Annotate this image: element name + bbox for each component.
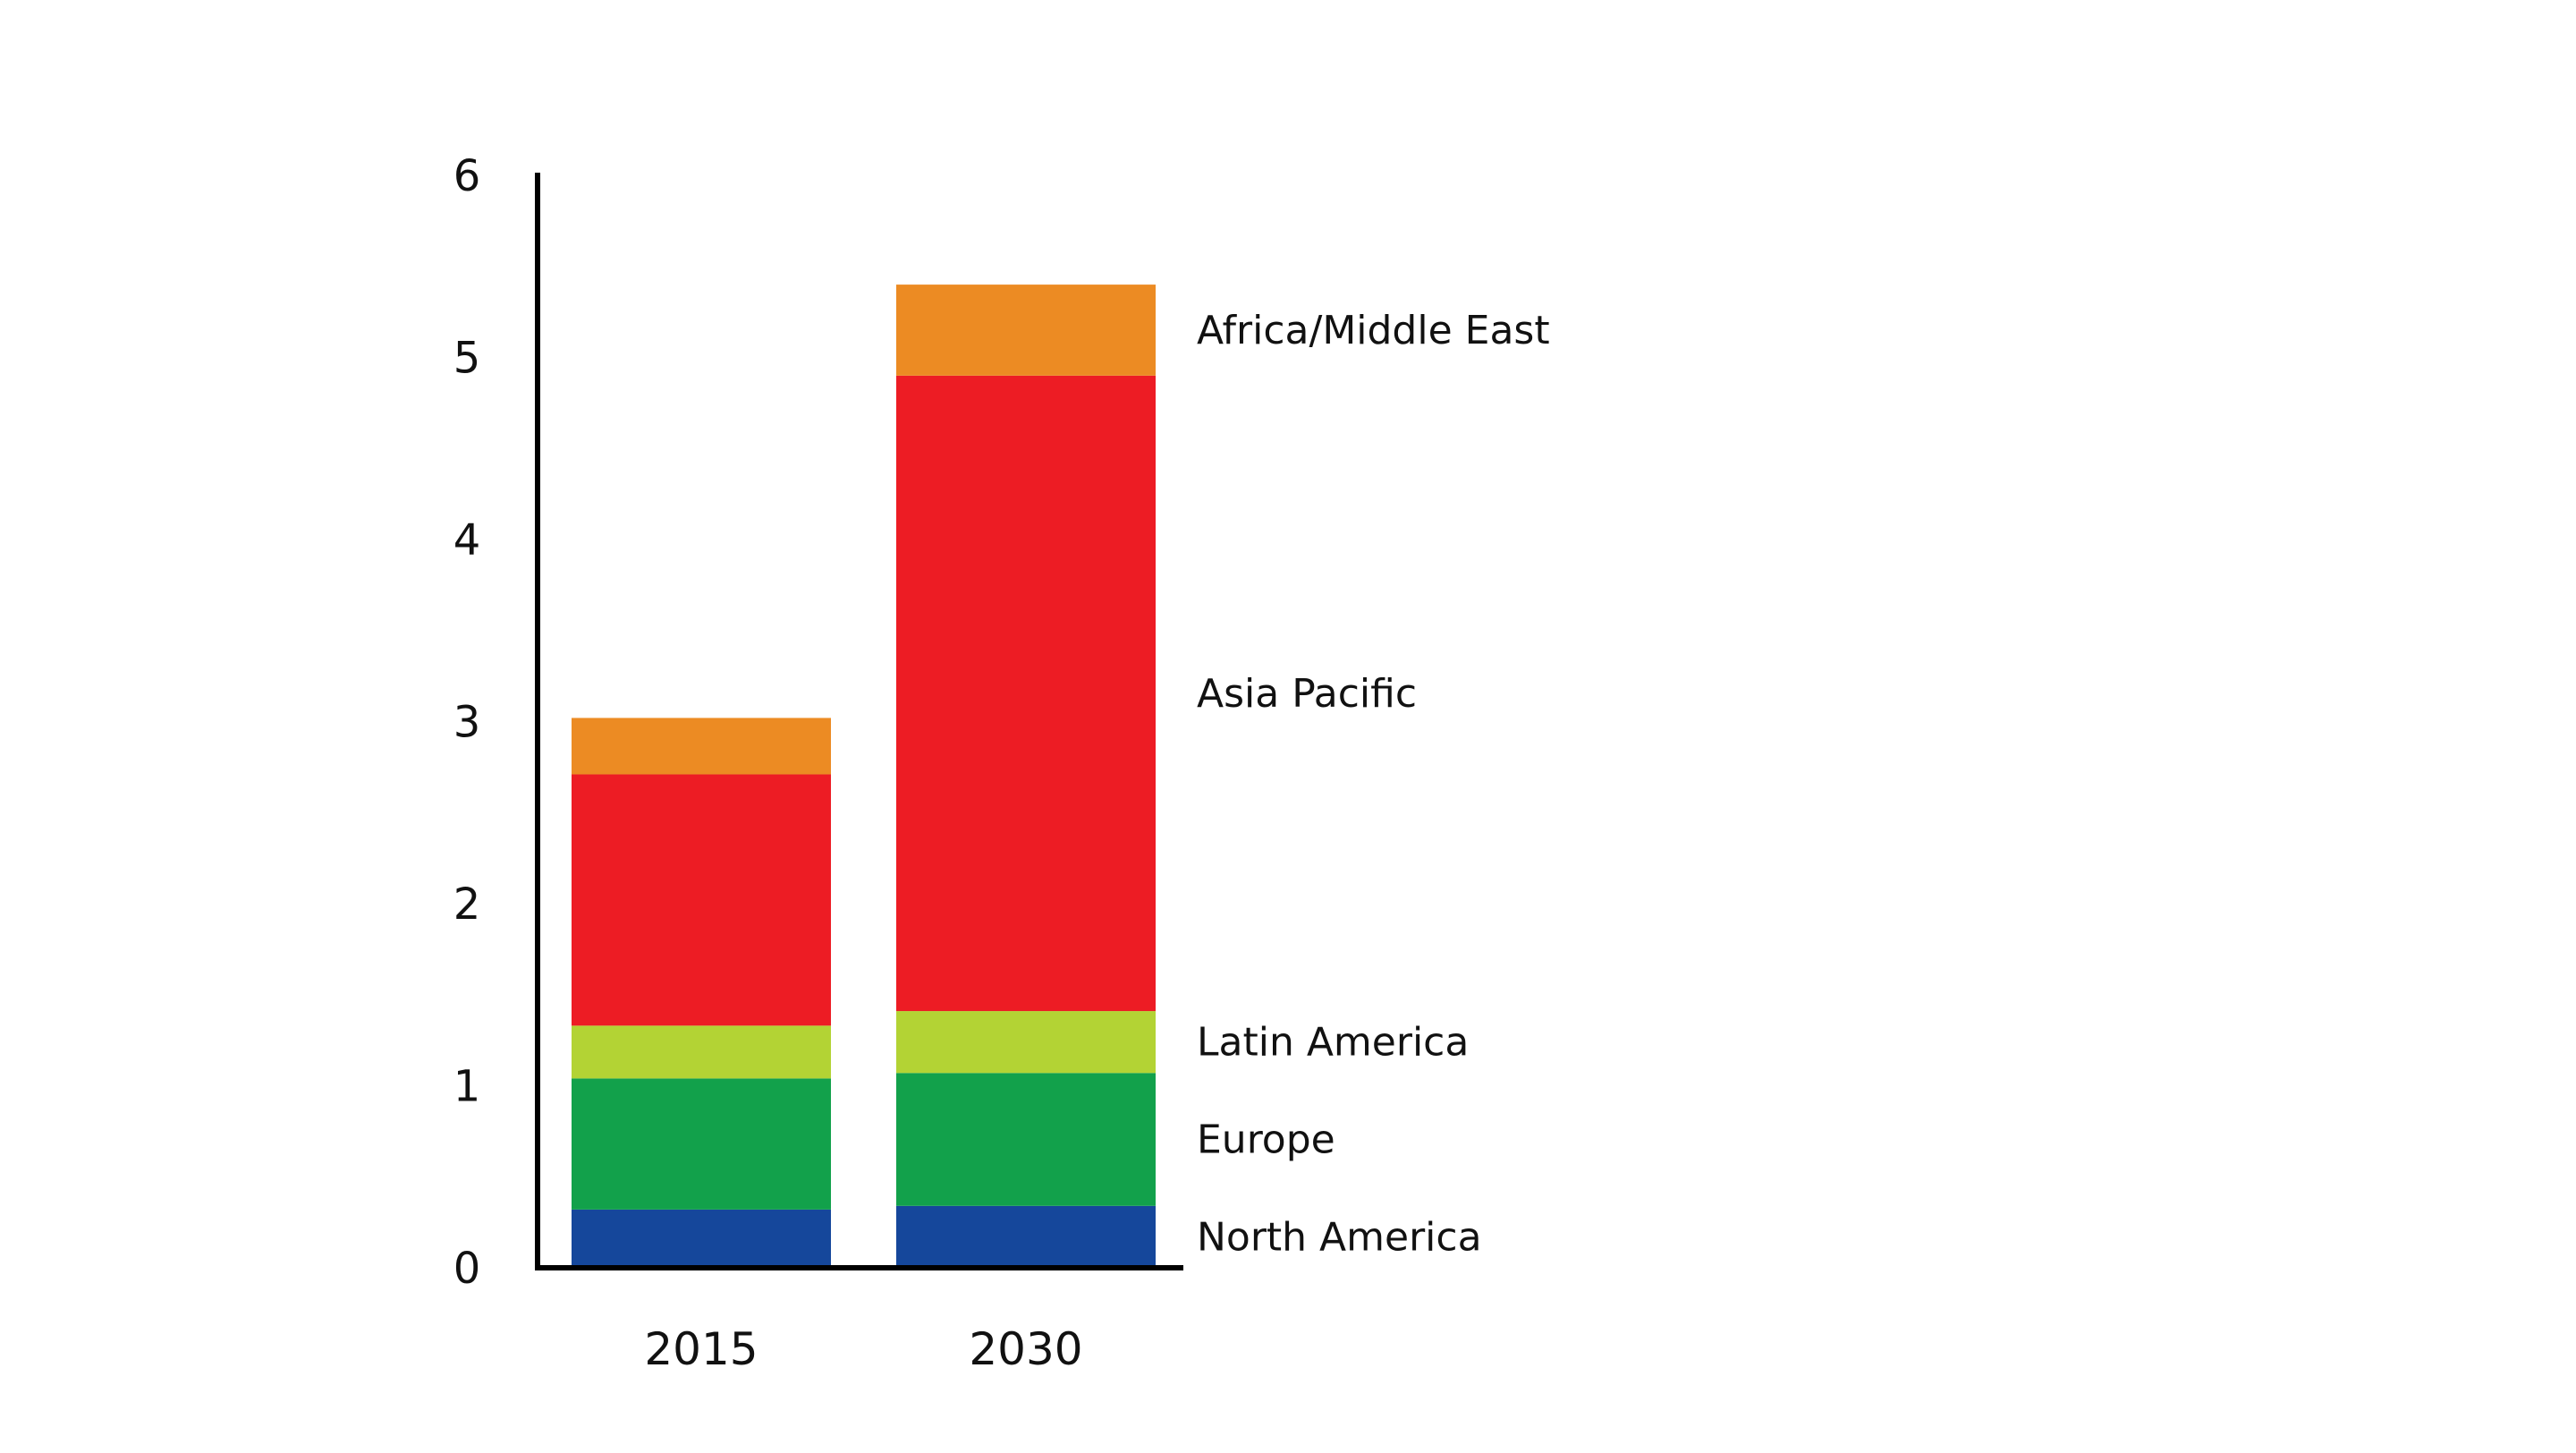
bars-group: [572, 285, 1156, 1268]
bar-segment-africa-middle-east-2015: [572, 718, 831, 775]
bar-segment-latin-america-2030: [896, 1011, 1156, 1074]
x-tick-labels: 2015 2030: [644, 1323, 1082, 1375]
y-tick-label: 4: [453, 515, 481, 565]
series-label-asia-pacific: Asia Pacific: [1197, 671, 1417, 717]
y-tick-label: 0: [453, 1244, 481, 1294]
y-tick-label: 5: [453, 334, 481, 384]
series-label-latin-america: Latin America: [1197, 1020, 1469, 1066]
x-tick-label: 2015: [644, 1323, 758, 1375]
y-tick-labels: 0 1 2 3 4 5 6: [453, 151, 481, 1294]
series-labels: North America Europe Latin America Asia Pac…: [1197, 308, 1550, 1260]
bar-segment-north-america-2030: [896, 1205, 1156, 1268]
series-label-africa-middle-east: Africa/Middle East: [1197, 308, 1550, 353]
bar-segment-asia-pacific-2030: [896, 375, 1156, 1012]
y-tick-label: 1: [453, 1062, 481, 1112]
y-tick-label: 6: [453, 151, 481, 201]
x-tick-label: 2030: [969, 1323, 1082, 1375]
bar-segment-asia-pacific-2015: [572, 774, 831, 1026]
y-tick-label: 2: [453, 879, 481, 930]
y-tick-label: 3: [453, 698, 481, 748]
bar-segment-europe-2030: [896, 1073, 1156, 1206]
bar-segment-latin-america-2015: [572, 1025, 831, 1079]
series-label-north-america: North America: [1197, 1214, 1482, 1260]
bar-segment-africa-middle-east-2030: [896, 285, 1156, 376]
bar-segment-north-america-2015: [572, 1209, 831, 1268]
bar-segment-europe-2015: [572, 1078, 831, 1210]
series-label-europe: Europe: [1197, 1117, 1335, 1163]
